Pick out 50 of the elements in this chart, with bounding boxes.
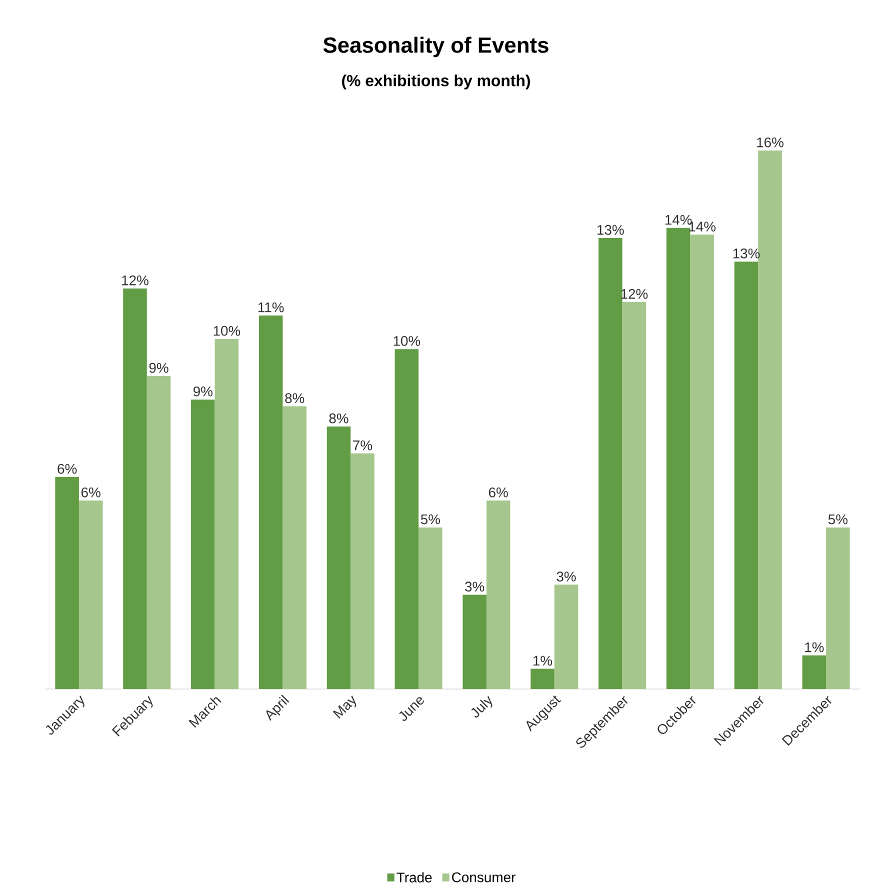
bar: [78, 500, 103, 689]
data-label: 5%: [828, 514, 848, 524]
data-label: 8%: [329, 413, 348, 424]
bar: [326, 426, 351, 689]
bar: [418, 527, 442, 689]
bar: [802, 655, 826, 689]
data-label: 7%: [353, 440, 372, 450]
bar: [598, 238, 622, 689]
bar: [530, 668, 554, 689]
data-label: 9%: [193, 386, 212, 396]
data-label: 6%: [58, 464, 77, 474]
bar: [758, 150, 782, 689]
bar: [123, 288, 147, 689]
legend-label: Consumer: [452, 872, 516, 882]
bar: [191, 400, 215, 689]
bar: [666, 228, 690, 689]
bar: [554, 584, 578, 689]
chart-subtitle: (% exhibitions by month): [342, 74, 530, 90]
data-label: 9%: [149, 362, 168, 373]
x-tick-label: July: [471, 696, 492, 718]
bar: [734, 262, 758, 689]
data-label: 1%: [805, 642, 824, 652]
bar: [214, 338, 239, 689]
data-label: 12%: [122, 275, 148, 286]
data-label: 3%: [465, 582, 484, 592]
data-label: 5%: [420, 514, 440, 524]
bar: [826, 527, 850, 689]
data-label: 11%: [258, 302, 284, 312]
bar: [282, 406, 306, 689]
data-label: 13%: [598, 224, 624, 235]
bar: [394, 349, 419, 689]
bar: [350, 453, 374, 689]
data-label: 10%: [214, 326, 240, 336]
bar: [622, 302, 646, 689]
data-label: 1%: [533, 656, 552, 666]
x-tick-label: May: [332, 696, 356, 719]
data-label: 10%: [394, 336, 420, 346]
bar: [55, 476, 79, 689]
bar: [258, 315, 283, 689]
legend-label: Trade: [396, 872, 432, 882]
bar: [462, 594, 486, 689]
data-label: 16%: [757, 137, 784, 148]
chart-title: Seasonality of Events: [323, 36, 548, 58]
bar: [146, 376, 171, 689]
data-label: 6%: [488, 487, 508, 498]
bar: [486, 500, 510, 689]
data-label: 8%: [285, 393, 304, 404]
bar: [690, 234, 714, 689]
data-label: 3%: [556, 572, 576, 582]
data-label: 6%: [81, 487, 100, 498]
